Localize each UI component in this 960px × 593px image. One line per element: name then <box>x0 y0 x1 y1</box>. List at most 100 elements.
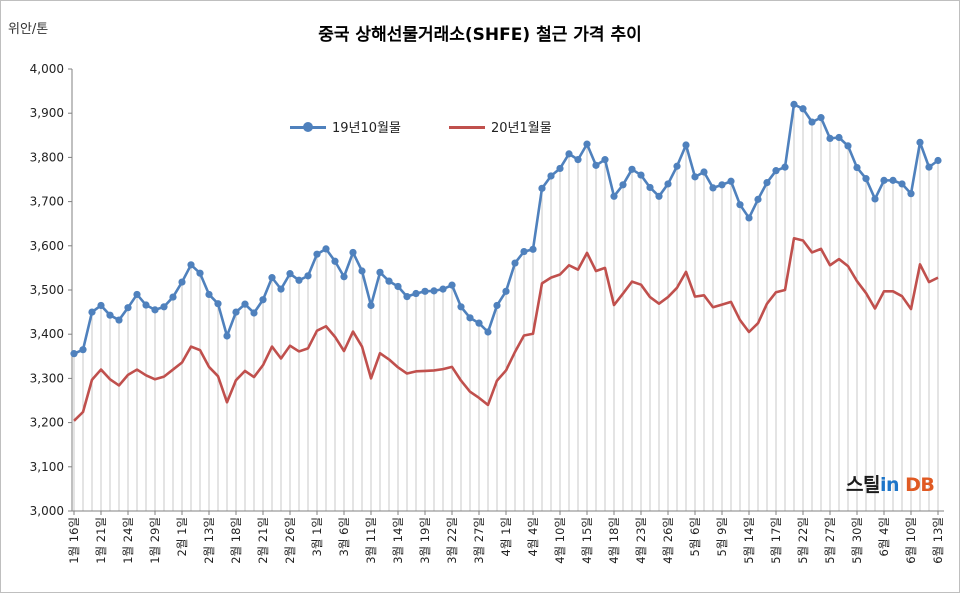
y-tick-label: 3,000 <box>30 504 64 518</box>
series-1-point <box>853 163 861 172</box>
series-1-point <box>385 277 393 285</box>
series-1-point <box>655 192 663 200</box>
x-tick-label: 4월 15일 <box>580 517 594 564</box>
series-1-point <box>610 192 618 200</box>
y-tick-label: 3,200 <box>30 416 64 430</box>
series-1-point <box>295 276 303 284</box>
legend: 19년10월물 20년1월물 <box>290 117 552 136</box>
series-1-point <box>619 181 627 189</box>
series-1-point <box>637 171 645 179</box>
y-tick-label: 3,300 <box>30 371 64 385</box>
x-tick-label: 4월 18일 <box>607 517 621 564</box>
series-1-point <box>304 272 312 280</box>
y-axis-unit-label: 위안/톤 <box>8 22 49 37</box>
series-1-point <box>448 281 456 289</box>
series-1-point <box>898 180 906 188</box>
series-1-point <box>601 156 609 164</box>
series-1-point <box>277 285 285 293</box>
series-1-point <box>889 176 897 184</box>
series-1-point <box>223 332 231 340</box>
series-1-point <box>412 289 420 298</box>
x-tick-label: 5월 9일 <box>715 517 729 556</box>
series-1-point <box>475 319 483 327</box>
legend-label-series2: 20년1월물 <box>490 121 552 136</box>
series-1-point <box>484 328 492 336</box>
series-1-point <box>817 114 825 122</box>
legend-item-series1: 19년10월물 <box>290 117 401 136</box>
x-tick-label: 6월 4일 <box>877 517 891 556</box>
y-tick-label: 3,500 <box>30 283 64 297</box>
series-1-point <box>664 180 672 188</box>
x-tick-label: 1월 29일 <box>148 517 162 564</box>
x-tick-label: 6월 13일 <box>931 517 945 564</box>
series-1-point <box>799 105 807 113</box>
series-1-point <box>835 133 843 142</box>
series-1-point <box>151 306 159 314</box>
series-1-point <box>646 183 654 192</box>
series-1-point <box>592 161 600 169</box>
x-tick-label: 3월 11일 <box>364 517 378 564</box>
series-1-point <box>934 156 942 165</box>
x-tick-label: 5월 30일 <box>850 517 864 564</box>
x-tick-label: 6월 10일 <box>904 517 918 564</box>
y-tick-label: 4,000 <box>30 62 64 76</box>
y-tick-label: 3,100 <box>30 460 64 474</box>
series-1-point <box>376 268 384 276</box>
y-tick-label: 3,600 <box>30 239 64 253</box>
y-tick-label: 3,700 <box>30 195 64 209</box>
series-1-point <box>268 274 276 282</box>
series-1-point <box>880 176 888 184</box>
x-tick-label: 5월 27일 <box>823 517 837 564</box>
x-tick-label: 5월 14일 <box>742 517 756 564</box>
series-1-point <box>538 184 546 192</box>
series-1-point <box>232 308 240 316</box>
series-1-point <box>718 181 726 189</box>
series-1-point <box>250 309 258 317</box>
series-1-point <box>286 270 294 278</box>
series-1-point <box>394 282 402 291</box>
x-tick-label: 4월 4일 <box>526 517 540 556</box>
series-1-point <box>358 267 366 275</box>
series-1-point <box>97 301 105 310</box>
series-1-point <box>169 293 177 301</box>
series-1-point <box>421 287 429 295</box>
series-1-point <box>520 247 528 256</box>
x-tick-label: 2월 1일 <box>175 517 189 556</box>
series-1-point <box>196 269 204 277</box>
series-1-point <box>700 168 708 176</box>
series-1-point <box>313 250 321 258</box>
x-tick-label: 1월 21일 <box>94 517 108 564</box>
series-1-point <box>160 303 168 311</box>
y-tick-label: 3,800 <box>30 150 64 164</box>
series-1-point <box>403 293 411 301</box>
series-1-point <box>736 201 744 209</box>
series-1-point <box>547 172 555 180</box>
series-1-point <box>133 290 141 299</box>
series-1-point <box>727 177 735 185</box>
x-tick-label: 2월 13일 <box>202 517 216 564</box>
series-1-point <box>106 311 114 319</box>
series-1-point <box>349 248 357 257</box>
series-1-point <box>574 156 582 164</box>
series-1-point <box>214 300 222 308</box>
x-tick-label: 4월 1일 <box>499 517 513 556</box>
series-1-point <box>682 141 690 149</box>
series-1-point <box>583 140 591 148</box>
series-1-point <box>763 178 771 187</box>
series-1-point <box>745 214 753 222</box>
series-1-point <box>754 195 762 203</box>
series-1-point <box>871 195 879 203</box>
series-1-point <box>529 245 537 253</box>
x-tick-label: 4월 23일 <box>634 517 648 564</box>
x-tick-label: 2월 21일 <box>256 517 270 564</box>
series-1-point <box>925 163 933 171</box>
series-1-point <box>142 301 150 309</box>
x-tick-label: 5월 17일 <box>769 517 783 564</box>
x-tick-label: 3월 22일 <box>445 517 459 564</box>
series-1-point <box>430 287 438 295</box>
chart-title: 중국 상해선물거래소(SHFE) 철근 가격 추이 <box>318 25 642 45</box>
series-1-point <box>367 301 375 310</box>
x-tick-label: 5월 6일 <box>688 517 702 556</box>
series-1-point <box>187 261 195 269</box>
series-1-point <box>511 259 519 267</box>
